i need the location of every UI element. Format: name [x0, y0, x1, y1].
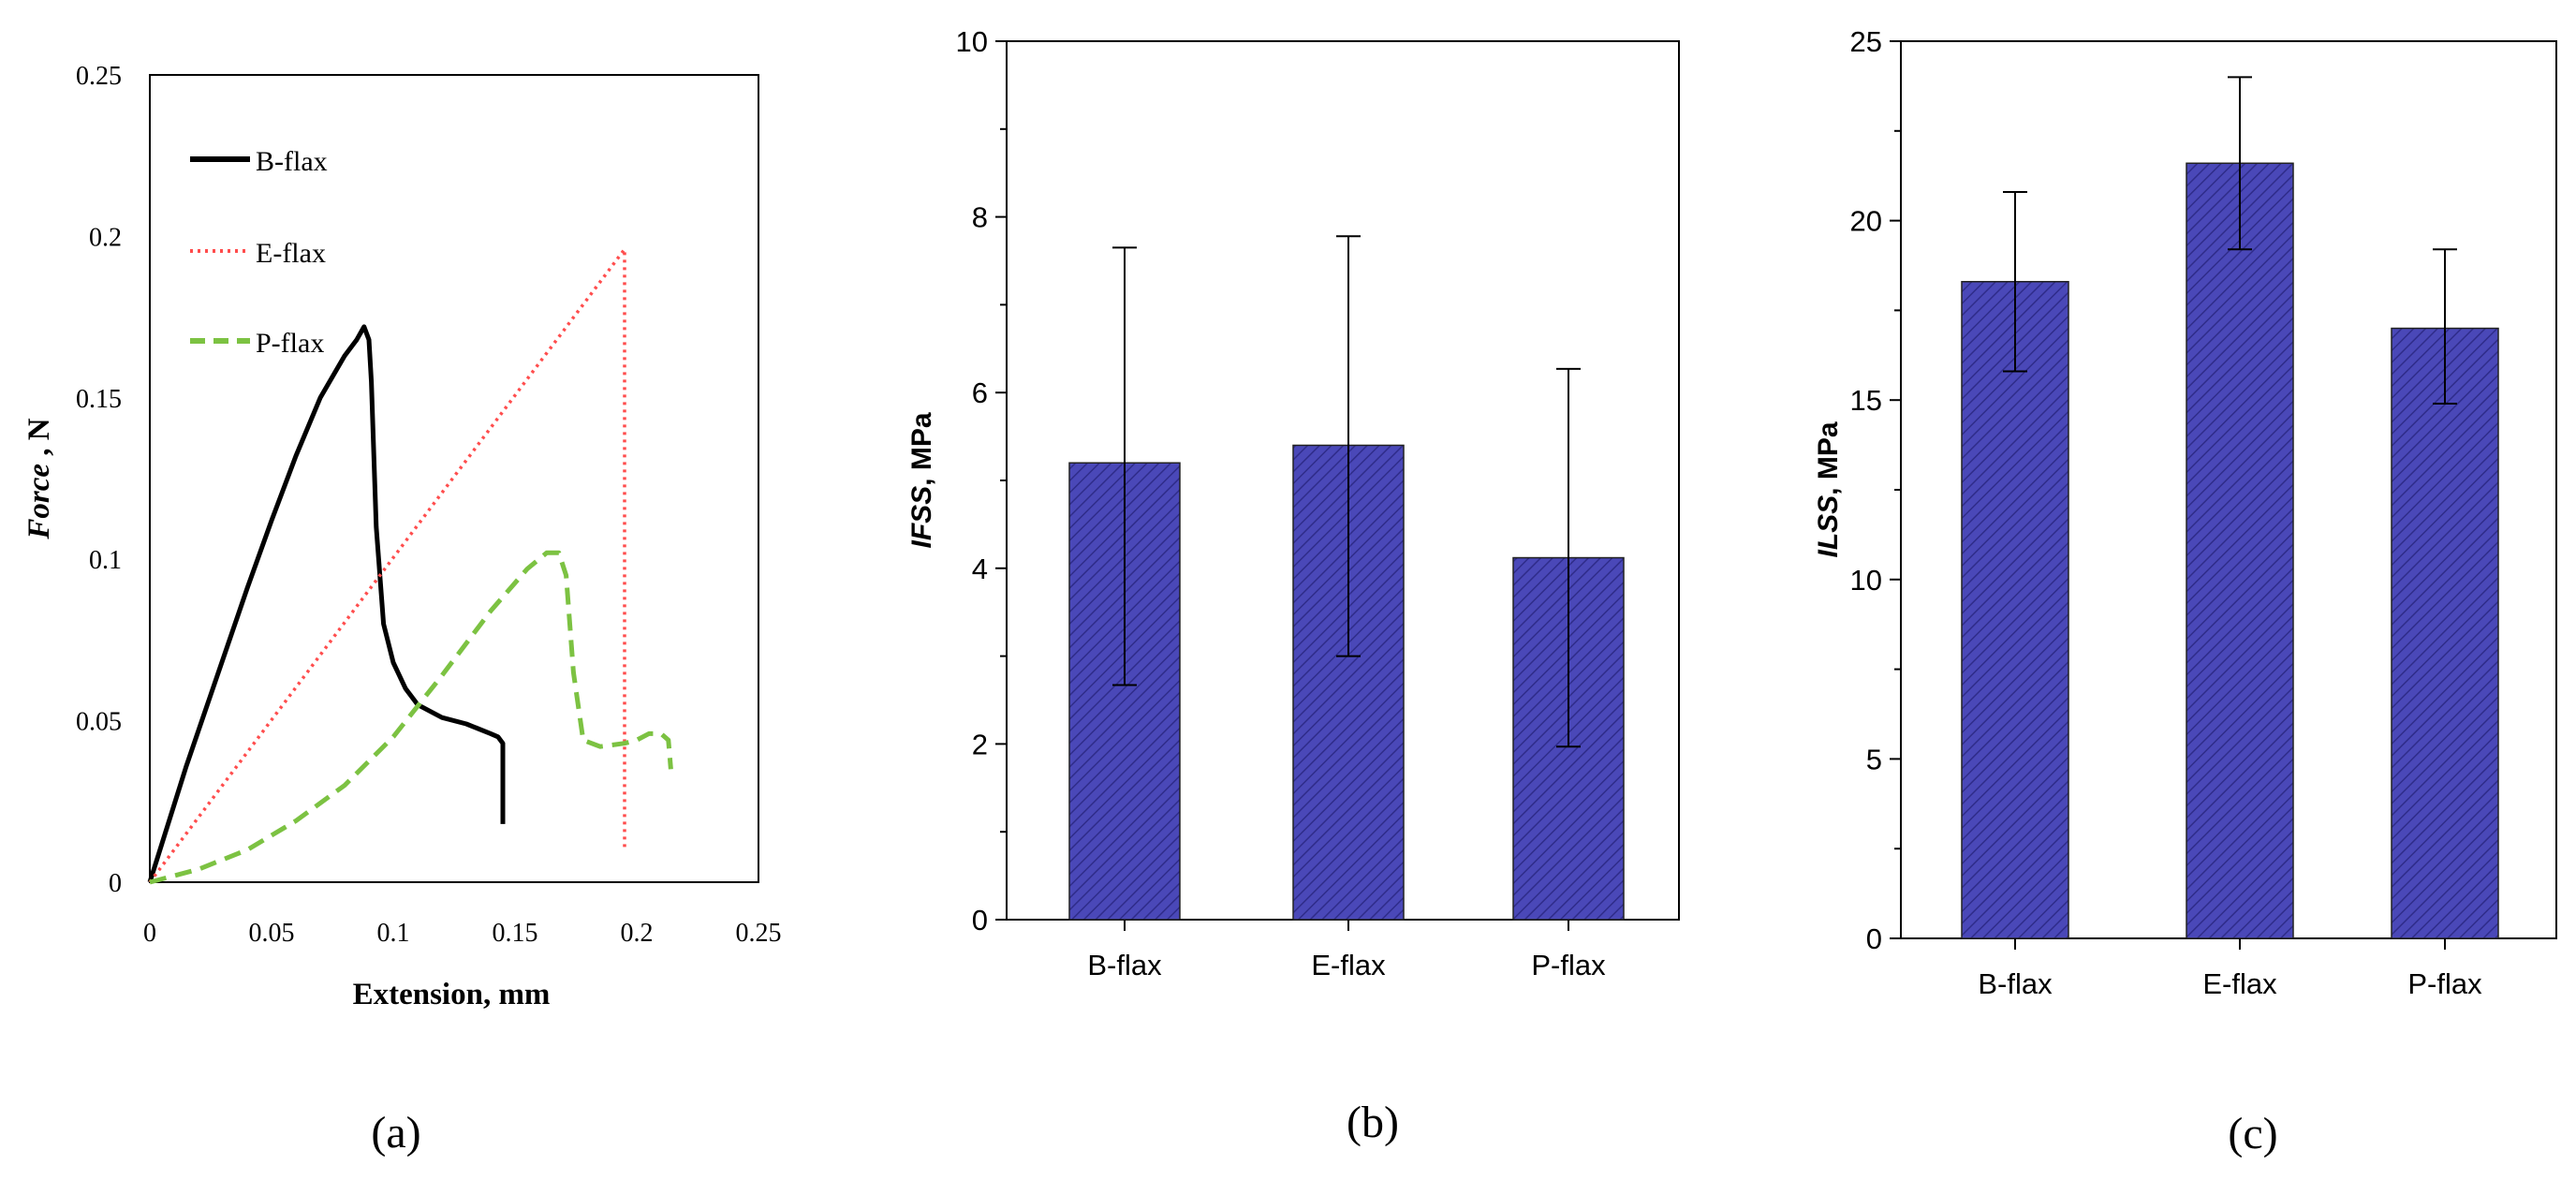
y-tick-label-4: 4 [972, 553, 988, 585]
legend-label-p-flax: P-flax [256, 328, 324, 359]
y-axis-ticks-c: 0 5 10 15 20 25 [1850, 25, 1901, 955]
bar-e-flax [2186, 162, 2294, 939]
y-tick-label-25: 25 [1850, 25, 1882, 58]
x-tick-label-0-15: 0.15 [493, 919, 538, 948]
bar-b-flax [1961, 280, 2069, 939]
y-tick-label-0: 0 [972, 904, 988, 937]
bar-p-flax [2391, 327, 2499, 939]
x-axis-label-a: Extension, mm [353, 978, 551, 1011]
y-tick-label-0-05: 0.05 [76, 708, 122, 737]
x-tick-label-e-flax: E-flax [2202, 967, 2277, 1000]
legend-a: B-flax E-flax P-flax [190, 146, 328, 359]
legend-label-e-flax: E-flax [256, 238, 326, 269]
x-tick-labels-a: 0 0.05 0.1 0.15 0.2 0.25 [143, 919, 782, 948]
x-tick-label-0-2: 0.2 [621, 919, 654, 948]
bars-b: B-flax E-flax P-flax [1068, 235, 1625, 981]
y-axis-label-c: ILSS, MPa [1813, 421, 1844, 557]
y-tick-label-0-1: 0.1 [89, 546, 122, 575]
panel-label-c: (c) [2228, 1109, 2277, 1158]
y-tick-label-0-25: 0.25 [76, 62, 122, 91]
legend-label-b-flax: B-flax [256, 146, 328, 177]
series-lines-a [147, 247, 673, 885]
x-tick-label-b-flax: B-flax [1978, 967, 2053, 1000]
x-tick-label-b-flax: B-flax [1087, 949, 1162, 981]
panel-a-line-chart: 0 0.05 0.1 0.15 0.2 0.25 00.050.10.150.20.25 … [22, 62, 782, 1158]
y-tick-label-0: 0 [109, 869, 122, 898]
y-axis-ticks-b: 0 2 4 6 8 10 [956, 25, 1007, 937]
y-tick-label-8: 8 [972, 201, 988, 234]
y-tick-label-6: 6 [972, 376, 988, 409]
panel-label-b: (b) [1347, 1098, 1399, 1147]
y-tick-label-2: 2 [972, 728, 988, 760]
x-tick-label-0-25: 0.25 [736, 919, 782, 948]
y-tick-label-5: 5 [1866, 743, 1882, 775]
y-tick-labels-a: 0 0.05 0.1 0.15 0.2 0.25 [76, 62, 122, 898]
x-tick-label-p-flax: P-flax [1531, 949, 1606, 981]
y-axis-label-b: IFSS, MPa [906, 412, 937, 548]
y-tick-label-0: 0 [1866, 922, 1882, 955]
y-tick-label-20: 20 [1850, 205, 1882, 238]
bars-c: B-flax E-flax P-flax [1961, 76, 2499, 1000]
x-tick-label-0: 0 [143, 919, 156, 948]
x-tick-label-p-flax: P-flax [2407, 967, 2482, 1000]
x-tick-label-e-flax: E-flax [1311, 949, 1386, 981]
y-axis-label-a: Force , N [22, 418, 56, 539]
y-tick-label-10: 10 [956, 25, 988, 58]
y-tick-label-15: 15 [1850, 384, 1882, 417]
series-line-e-flax [148, 247, 626, 884]
x-tick-label-0-1: 0.1 [377, 919, 410, 948]
plot-frame-a [149, 74, 759, 883]
y-tick-label-10: 10 [1850, 564, 1882, 597]
y-tick-label-0-15: 0.15 [76, 385, 122, 414]
x-tick-label-0-05: 0.05 [249, 919, 295, 948]
panel-label-a: (a) [371, 1108, 420, 1158]
series-line-b-flax [147, 324, 506, 883]
panel-b-bar-chart: 0 2 4 6 8 10 B-flax E-flax P-flax IFSS, MPa (b) [906, 25, 1680, 1147]
y-tick-label-0-2: 0.2 [89, 223, 122, 252]
series-line-p-flax [149, 550, 673, 885]
